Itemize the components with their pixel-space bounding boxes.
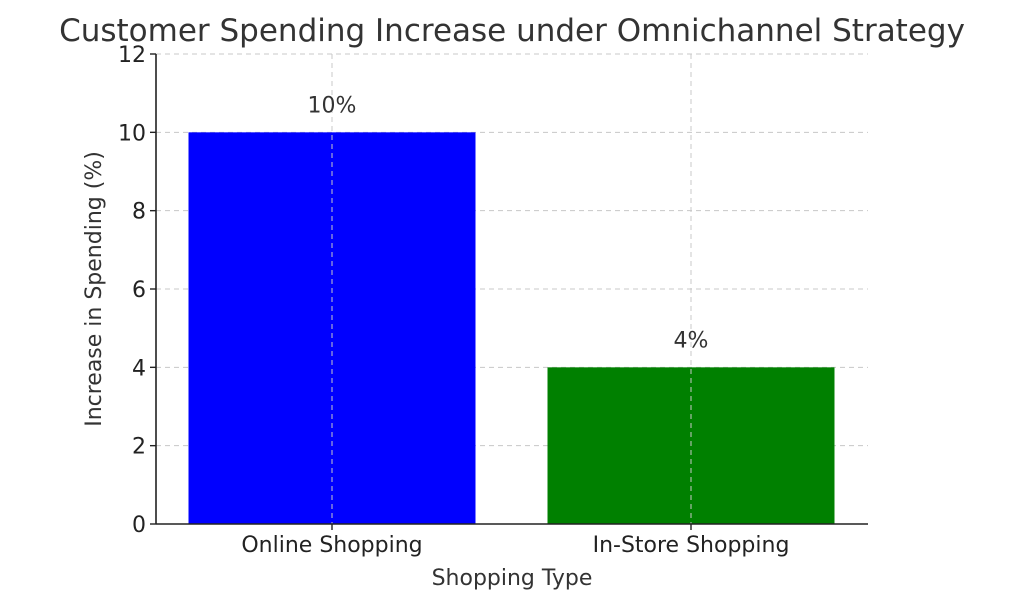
bar-data-label: 10%: [308, 93, 357, 118]
y-tick-label: 2: [132, 435, 146, 460]
y-tick-label: 0: [132, 513, 146, 538]
y-tick-label: 10: [118, 121, 146, 146]
x-axis-title: Shopping Type: [432, 566, 593, 591]
axes-layer: 0 2 4 6 8 10 12: [118, 43, 868, 538]
vertical-grid-layer: [331, 54, 692, 524]
y-tick-label: 12: [118, 43, 146, 68]
chart-title: Customer Spending Increase under Omnicha…: [59, 13, 965, 49]
x-tick-label: Online Shopping: [241, 533, 422, 558]
bar-data-label: 4%: [674, 328, 709, 353]
y-tick-label: 8: [132, 200, 146, 225]
y-tick-label: 4: [132, 356, 146, 381]
y-axis-title: Increase in Spending (%): [82, 151, 107, 427]
bars-layer: [188, 132, 835, 525]
labels-layer: Online Shopping 10% In-Store Shopping 4%: [241, 93, 789, 558]
y-tick-label: 6: [132, 278, 146, 303]
x-tick-label: In-Store Shopping: [593, 533, 790, 558]
